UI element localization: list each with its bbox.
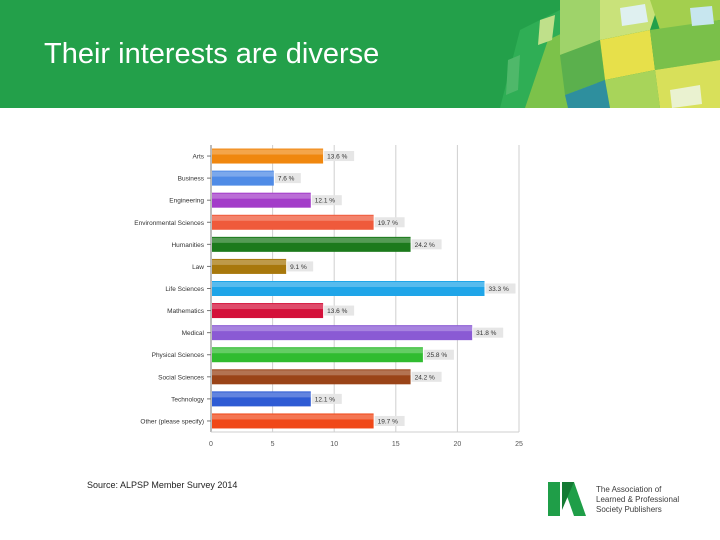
category-label: Humanities [171,242,204,249]
category-label: Environmental Sciences [134,220,204,227]
bar [212,148,324,164]
bar-highlight [212,304,324,310]
category-label: Life Sciences [165,286,204,293]
data-label: 12.1 % [315,396,335,403]
bar-highlight [212,348,423,354]
data-label-box [311,195,342,206]
category-label: Physical Sciences [152,352,205,359]
bar-highlight [212,259,287,265]
alpsp-logo-text: The Association of Learned & Professiona… [596,485,679,515]
x-tick-label: 5 [271,441,275,448]
bar [212,236,411,252]
bar [212,214,374,230]
x-tick-label: 10 [330,441,338,448]
alpsp-logo-mark [548,482,586,516]
bar [212,413,374,429]
category-label: Law [192,264,204,271]
category-label: Mathematics [167,308,205,315]
category-label: Social Sciences [158,374,205,381]
bar [212,170,274,186]
category-label: Arts [192,154,204,161]
data-label: 31.8 % [476,330,496,337]
category-label: Medical [182,330,205,337]
bar-highlight [212,392,311,398]
data-label-box [311,393,342,404]
bar [212,258,287,274]
x-tick-label: 20 [454,441,462,448]
x-tick-label: 15 [392,441,400,448]
data-label: 24.2 % [415,242,435,249]
data-label-box [287,261,314,272]
bar-highlight [212,326,473,332]
data-label-box [485,283,516,294]
category-label: Business [178,176,205,183]
data-label: 7.6 % [278,176,295,183]
data-label-box [423,349,454,360]
bar-highlight [212,370,411,376]
bar-highlight [212,171,274,177]
bar-highlight [212,237,411,243]
x-tick-label: 0 [209,441,213,448]
category-label: Other (please specify) [140,418,204,425]
data-label-box [411,371,442,382]
bar-highlight [212,414,374,420]
data-label: 19.7 % [378,220,398,227]
logo-text-line-2: Learned & Professional [596,495,680,504]
data-label: 13.6 % [327,308,347,315]
category-label: Technology [171,396,205,403]
data-label: 25.8 % [427,352,447,359]
logo-text-line-1: The Association of [596,485,662,494]
data-label: 9.1 % [290,264,307,271]
data-label-box [324,305,355,316]
data-label-box [324,151,355,162]
data-label-box [473,327,504,338]
title-banner: Their interests are diverse [0,0,720,108]
bar-highlight [212,193,311,199]
bar-highlight [212,282,485,287]
data-label: 33.3 % [489,286,509,293]
data-label-box [411,239,442,250]
alpsp-logo: The Association of Learned & Professiona… [548,480,708,520]
x-tick-label: 25 [515,441,523,448]
data-label: 13.6 % [327,154,347,161]
bar-highlight [212,149,324,155]
bar [212,325,473,341]
bar [212,192,311,208]
data-label: 19.7 % [378,418,398,425]
data-label: 12.1 % [315,198,335,205]
bar-highlight [212,215,374,221]
category-label: Engineering [169,198,204,205]
data-label: 24.2 % [415,374,435,381]
bar [212,303,324,319]
page-title: Their interests are diverse [44,38,380,70]
bar [212,281,485,296]
data-label-box [374,415,405,426]
bar [212,369,411,385]
decorative-swirl-graphic [500,0,720,108]
data-label-box [374,217,405,228]
bar [212,347,423,363]
logo-text-line-3: Society Publishers [596,505,662,514]
source-note: Source: ALPSP Member Survey 2014 [87,480,238,490]
bar [212,391,311,407]
data-label-box [274,173,301,184]
